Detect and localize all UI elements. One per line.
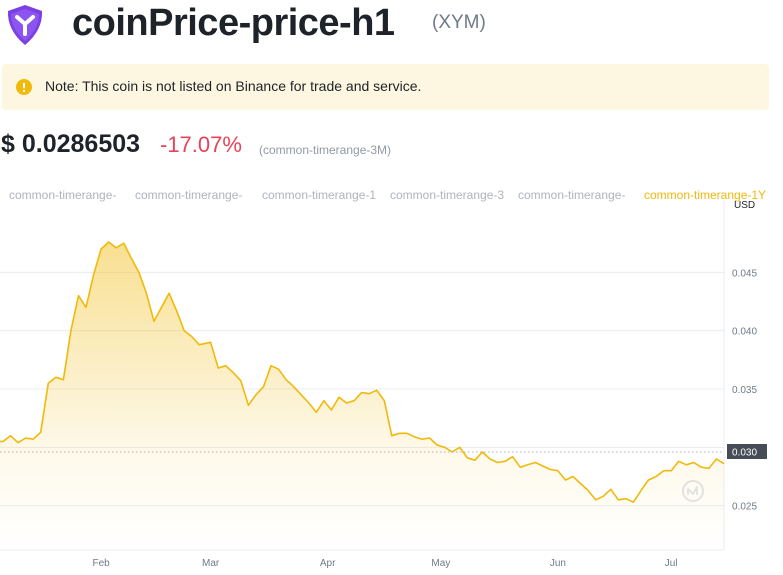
coin-header: coinPrice-price-h1 (XYM) [0,0,783,56]
y-tick-label: 0.045 [732,268,757,279]
y-axis: 0.025 0.030 0.035 0.040 0.045 [732,268,757,512]
timerange-tab[interactable]: common-timerange- [135,188,243,202]
price-series-line [0,241,725,503]
current-price-badge-label: 0.030 [732,448,757,459]
symbol-coin-logo-icon [7,5,43,45]
timerange-tab[interactable]: common-timerange- [518,188,626,202]
y-axis-unit-label: USD [734,200,755,211]
price-chart[interactable]: 0.025 0.030 0.035 0.040 0.045 Feb Mar Apr May Ju… [0,200,783,575]
x-axis: Feb Mar Apr May Jun Jul [93,558,678,569]
price-change-range-label: (common-timerange-3M) [259,143,392,157]
price-change-percent: -17.07% [160,132,242,157]
current-price: $ 0.0286503 [1,130,141,158]
price-area-fill [0,242,724,550]
exclamation-circle-icon [16,79,32,95]
timerange-tab[interactable]: common-timerange-1 [262,188,377,202]
coin-symbol: (XYM) [432,12,486,33]
timerange-tabs: common-timerange- common-timerange- comm… [0,188,770,210]
coinmarketcap-logo-icon [682,480,704,502]
current-price-badge: 0.030 [727,444,767,459]
x-tick-label: May [431,558,450,569]
x-tick-label: Jun [550,558,566,569]
timerange-tab-active[interactable]: common-timerange-1Y [644,188,766,202]
price-summary: $ 0.0286503 -17.07% (common-timerange-3M… [0,128,783,164]
page-title: coinPrice-price-h1 [72,2,395,44]
notice-text: Note: This coin is not listed on Binance… [45,78,422,94]
x-tick-label: Mar [202,558,220,569]
y-tick-label: 0.040 [732,327,757,338]
y-tick-label: 0.035 [732,385,757,396]
x-tick-label: Feb [93,558,111,569]
listing-notice-banner: Note: This coin is not listed on Binance… [2,64,769,110]
x-tick-label: Jul [665,558,678,569]
timerange-tab[interactable]: common-timerange-3 [390,188,505,202]
x-tick-label: Apr [320,558,336,569]
y-tick-label: 0.025 [732,502,757,513]
timerange-tab[interactable]: common-timerange- [9,188,117,202]
